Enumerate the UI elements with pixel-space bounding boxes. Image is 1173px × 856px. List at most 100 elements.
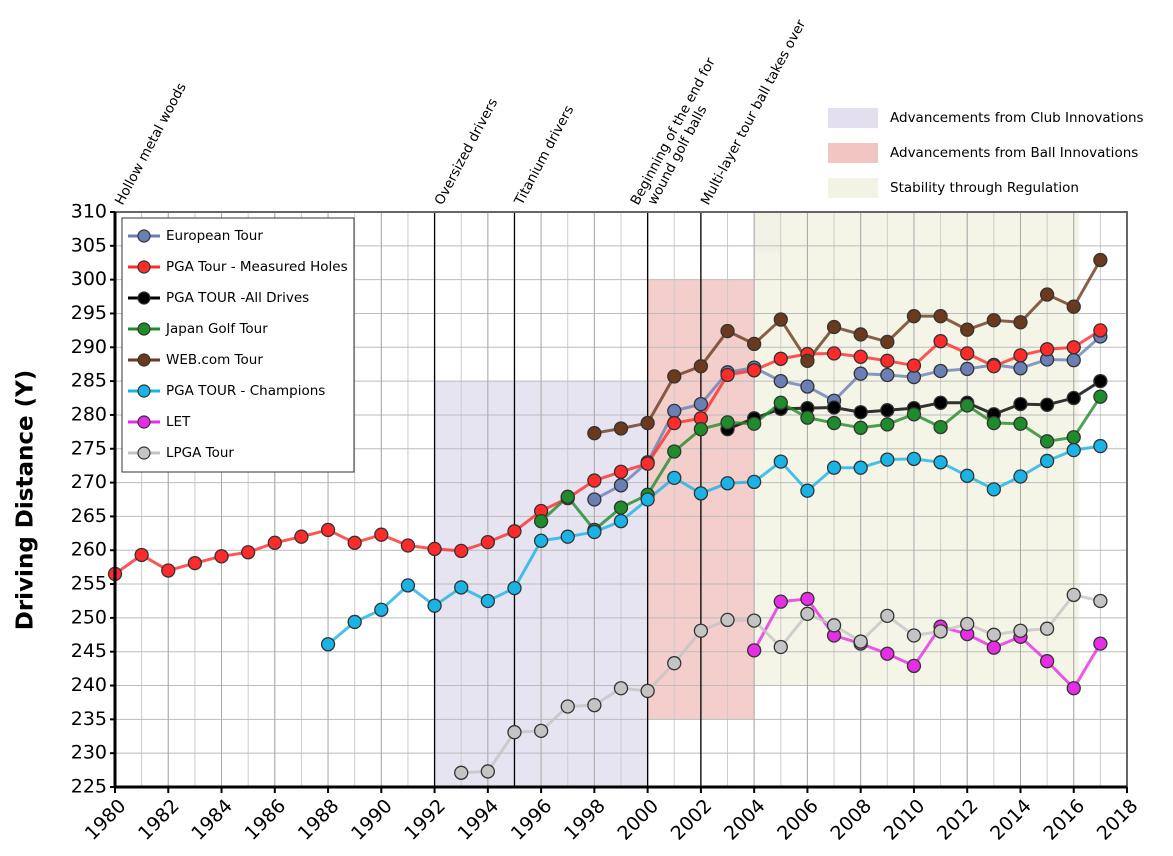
data-point: [533, 533, 549, 548]
data-point: [1013, 396, 1028, 412]
data-point: [613, 478, 629, 493]
data-point: [667, 403, 682, 419]
data-point: [693, 359, 709, 374]
legend-marker: [137, 384, 151, 398]
data-point: [667, 656, 682, 671]
y-tick-label: 245: [71, 640, 107, 662]
data-point: [427, 541, 442, 557]
data-point: [560, 489, 575, 504]
data-point: [1093, 593, 1108, 609]
data-point: [800, 483, 815, 498]
data-point: [1013, 469, 1028, 484]
x-tick-label: 2018: [1093, 795, 1143, 845]
data-point: [906, 658, 922, 674]
data-point: [693, 421, 709, 437]
data-point: [1093, 438, 1108, 454]
data-point: [880, 452, 895, 467]
data-point: [960, 346, 975, 361]
x-tick-label: 2016: [1039, 795, 1089, 845]
data-point: [800, 606, 815, 621]
data-point: [906, 358, 922, 373]
y-tick-label: 285: [71, 370, 107, 392]
data-point: [507, 580, 522, 596]
data-point: [587, 524, 602, 540]
legend-label: WEB.com Tour: [166, 352, 263, 368]
x-tick-label: 1980: [81, 795, 131, 845]
y-tick-label: 265: [71, 505, 107, 527]
data-point: [853, 349, 868, 364]
legend-label: Japan Golf Tour: [165, 321, 268, 337]
data-point: [587, 697, 602, 713]
data-point: [400, 578, 416, 593]
y-tick-label: 240: [71, 674, 107, 696]
data-point: [480, 534, 495, 550]
data-point: [853, 366, 868, 381]
x-tick-label: 2006: [773, 795, 823, 845]
data-point: [667, 415, 682, 431]
data-point: [693, 486, 709, 501]
annotation-text: Multi-layer tour ball takes over: [698, 17, 810, 208]
data-point: [933, 395, 948, 410]
data-point: [853, 460, 868, 475]
data-point: [187, 555, 203, 571]
legend-marker: [137, 322, 151, 336]
data-point: [427, 598, 442, 613]
y-tick-label: 305: [71, 234, 107, 256]
legend-swatch: [828, 178, 878, 198]
data-point: [933, 309, 948, 324]
data-point: [640, 415, 655, 431]
legend-box: [121, 217, 355, 473]
data-point: [1039, 434, 1055, 449]
data-point: [773, 312, 788, 327]
legend-marker: [137, 415, 151, 429]
data-point: [161, 563, 176, 578]
data-point: [1066, 299, 1081, 314]
data-point: [773, 594, 788, 609]
x-tick-label: 2014: [986, 795, 1036, 845]
data-point: [720, 476, 735, 491]
data-point: [613, 513, 629, 529]
x-tick-label: 1990: [347, 795, 397, 845]
x-tick-label: 1984: [187, 795, 237, 845]
data-point: [880, 417, 895, 432]
data-point: [640, 456, 655, 471]
data-point: [960, 468, 975, 483]
data-point: [773, 395, 788, 410]
data-point: [693, 623, 709, 638]
data-point: [613, 500, 629, 515]
data-point: [880, 403, 895, 418]
data-point: [853, 327, 868, 342]
x-tick-label: 1998: [560, 795, 610, 845]
data-point: [1093, 373, 1108, 389]
y-tick-label: 255: [71, 573, 107, 595]
legend-label: PGA TOUR - Champions: [166, 383, 325, 399]
data-point: [241, 545, 256, 560]
y-tick-label: 280: [71, 403, 107, 425]
y-tick-label: 275: [71, 437, 107, 459]
y-tick-label: 250: [71, 606, 107, 628]
data-point: [320, 522, 336, 538]
data-point: [800, 591, 815, 607]
data-point: [933, 455, 948, 470]
data-point: [747, 474, 762, 490]
data-point: [1066, 587, 1081, 603]
data-point: [880, 646, 895, 661]
data-point: [214, 549, 229, 564]
data-point: [1013, 315, 1028, 330]
data-point: [933, 624, 948, 639]
legend-label: Advancements from Club Innovations: [890, 110, 1144, 126]
data-point: [667, 444, 682, 459]
data-point: [134, 547, 149, 563]
data-point: [747, 336, 762, 352]
legend-label: PGA Tour - Measured Holes: [166, 259, 348, 275]
data-point: [960, 398, 975, 413]
data-point: [747, 613, 762, 628]
shaded-areas: [434, 212, 1080, 787]
legend-marker: [137, 291, 151, 305]
data-point: [347, 535, 362, 550]
data-point: [986, 415, 1001, 431]
legend-marker: [137, 260, 151, 274]
data-point: [826, 618, 842, 633]
data-point: [1093, 323, 1108, 338]
data-point: [986, 640, 1001, 655]
